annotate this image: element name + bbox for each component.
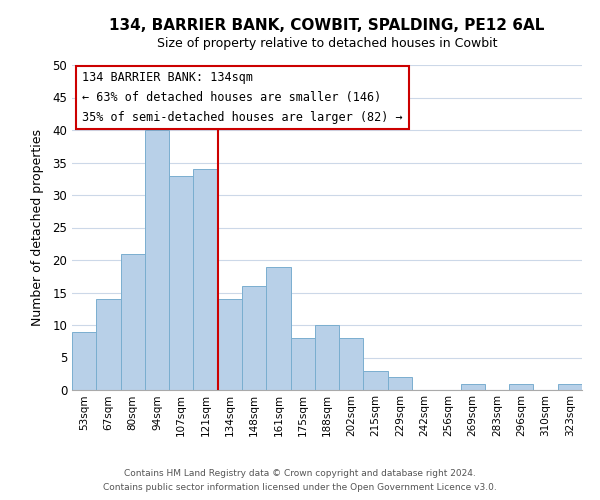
Bar [290, 338, 315, 390]
Bar [461, 384, 485, 390]
Bar [72, 332, 96, 390]
Bar [121, 254, 145, 390]
Text: Size of property relative to detached houses in Cowbit: Size of property relative to detached ho… [157, 38, 497, 51]
Bar [509, 384, 533, 390]
Bar [193, 169, 218, 390]
Text: 134 BARRIER BANK: 134sqm
← 63% of detached houses are smaller (146)
35% of semi-: 134 BARRIER BANK: 134sqm ← 63% of detach… [82, 72, 403, 124]
Bar [145, 130, 169, 390]
Text: 134, BARRIER BANK, COWBIT, SPALDING, PE12 6AL: 134, BARRIER BANK, COWBIT, SPALDING, PE1… [109, 18, 545, 32]
Bar [315, 325, 339, 390]
Bar [96, 299, 121, 390]
Bar [388, 377, 412, 390]
Bar [169, 176, 193, 390]
Bar [339, 338, 364, 390]
Bar [364, 370, 388, 390]
Bar [558, 384, 582, 390]
Bar [266, 266, 290, 390]
Bar [242, 286, 266, 390]
Text: Contains HM Land Registry data © Crown copyright and database right 2024.: Contains HM Land Registry data © Crown c… [124, 468, 476, 477]
Text: Contains public sector information licensed under the Open Government Licence v3: Contains public sector information licen… [103, 484, 497, 492]
Y-axis label: Number of detached properties: Number of detached properties [31, 129, 44, 326]
Bar [218, 299, 242, 390]
